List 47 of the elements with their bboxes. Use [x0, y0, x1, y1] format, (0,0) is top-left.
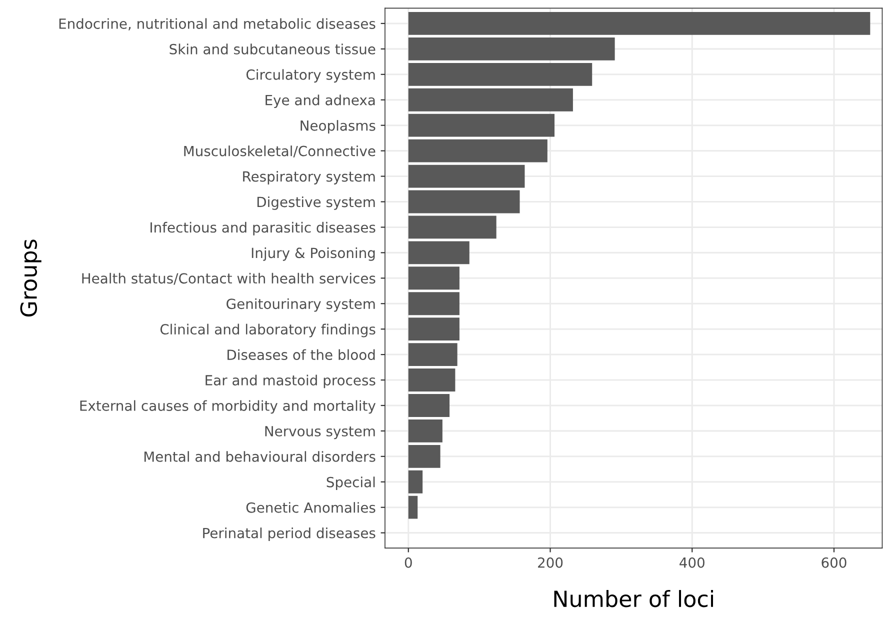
bar	[408, 444, 440, 468]
y-tick-label: Clinical and laboratory findings	[160, 324, 376, 338]
bar	[408, 470, 423, 494]
y-tick-label: Perinatal period diseases	[203, 528, 376, 541]
y-tick-label: Mental and behavioural disorders	[144, 451, 376, 462]
bar	[408, 394, 450, 417]
bar	[408, 114, 555, 137]
bar	[408, 216, 496, 239]
y-axis-title: Groups	[20, 240, 42, 317]
bar	[408, 37, 615, 60]
bar	[408, 164, 525, 188]
bar	[408, 62, 592, 86]
y-tick-label: Digestive system	[257, 196, 375, 210]
y-tick-label: Health status/Contact with health services	[82, 272, 376, 285]
bar	[408, 266, 460, 290]
x-tick-label: 600	[822, 557, 846, 568]
y-tick-label: Genitourinary system	[226, 298, 375, 312]
y-tick-label: Genetic Anomalies	[246, 502, 376, 513]
bar	[408, 343, 458, 366]
y-tick-label: Neoplasms	[300, 120, 376, 134]
y-tick-label: Special	[326, 476, 375, 490]
y-tick-label: Diseases of the blood	[228, 349, 375, 360]
y-tick-label: Circulatory system	[246, 69, 375, 83]
bar	[408, 318, 460, 341]
bar	[408, 241, 470, 264]
y-tick-label: Respiratory system	[243, 171, 375, 184]
bar	[408, 292, 460, 316]
bar	[408, 419, 442, 442]
bar	[408, 496, 418, 519]
y-tick-label: Eye and adnexa	[266, 94, 375, 108]
bar	[408, 12, 870, 35]
bar	[408, 190, 520, 214]
y-tick-label: Skin and subcutaneous tissue	[170, 44, 376, 54]
y-tick-label: Endocrine, nutritional and metabolic diseases	[59, 18, 376, 30]
y-tick-label: Musculoskeletal/Connective	[184, 146, 376, 158]
y-tick-label: Infectious and parasitic diseases	[150, 222, 376, 236]
y-tick-label: Nervous system	[265, 426, 375, 440]
y-tick-label: Injury & Poisoning	[252, 247, 375, 261]
x-axis-title: Number of loci	[554, 590, 714, 608]
x-tick-label: 400	[680, 557, 704, 568]
bar	[408, 139, 548, 162]
x-tick-label: 200	[538, 557, 563, 568]
y-tick-label: External causes of morbidity and mortality	[80, 400, 376, 414]
y-tick-label: Ear and mastoid process	[206, 374, 376, 388]
bar	[408, 88, 573, 112]
x-tick-label: 0	[404, 557, 412, 568]
bar	[408, 368, 456, 392]
